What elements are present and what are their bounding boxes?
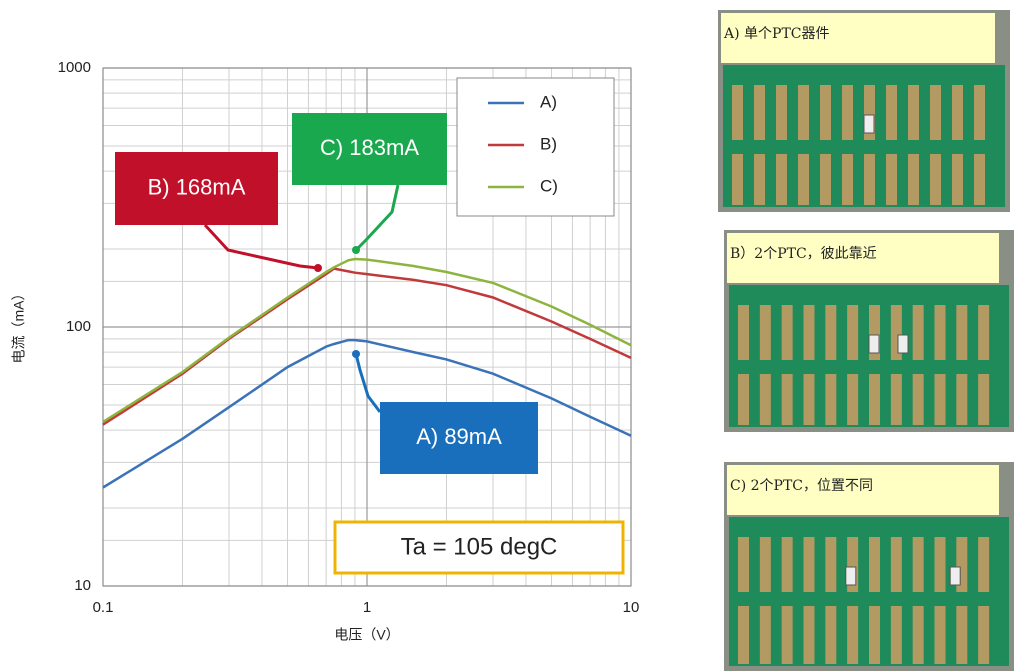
ptc-device — [863, 114, 875, 134]
y-axis-label: 电流（mA） — [11, 287, 27, 364]
y-tick-label: 1000 — [58, 59, 91, 76]
annotation-arrow — [203, 223, 319, 270]
caption-band — [727, 465, 999, 515]
caption-band — [727, 233, 999, 283]
photo-caption: A) 单个PTC器件 — [723, 26, 830, 42]
plot-frame — [102, 67, 632, 587]
series-line — [102, 257, 632, 423]
pcb-band — [729, 360, 1009, 374]
annotation-arrow — [354, 184, 400, 252]
photo-caption: C) 2个PTC，位置不同 — [730, 478, 873, 494]
legend-label: C) — [540, 176, 558, 195]
caption-band — [721, 13, 995, 63]
condition-text: Ta = 105 degC — [401, 533, 558, 560]
series-line — [102, 338, 632, 489]
annotation-arrow-head — [352, 246, 360, 254]
x-tick-label: 1 — [363, 599, 371, 616]
pcb-band — [729, 592, 1009, 606]
annotation-arrow-head — [352, 350, 360, 358]
annotation-text: B) 168mA — [148, 174, 246, 199]
legend-label: A) — [540, 92, 557, 111]
ptc-device — [897, 334, 909, 354]
photo-caption: B）2个PTC，彼此靠近 — [730, 246, 877, 262]
legend-box — [456, 77, 615, 217]
y-tick-label: 10 — [74, 577, 91, 594]
y-tick-label: 100 — [66, 318, 91, 335]
x-tick-label: 0.1 — [93, 599, 114, 616]
annotation-box — [292, 113, 447, 185]
annotation-arrow — [354, 353, 382, 413]
x-axis-label: 电压（V） — [334, 627, 399, 643]
condition-box — [333, 520, 625, 575]
ptc-device — [868, 334, 880, 354]
annotation-arrow-head — [314, 264, 322, 272]
ptc-device — [845, 566, 857, 586]
annotation-text: C) 183mA — [320, 135, 419, 160]
annotation-box — [380, 402, 538, 474]
pcb-band — [723, 140, 1005, 154]
legend-label: B) — [540, 134, 557, 153]
ptc-device — [949, 566, 961, 586]
x-tick-label: 10 — [623, 599, 640, 616]
annotation-box — [115, 152, 278, 225]
annotation-text: A) 89mA — [416, 424, 502, 449]
